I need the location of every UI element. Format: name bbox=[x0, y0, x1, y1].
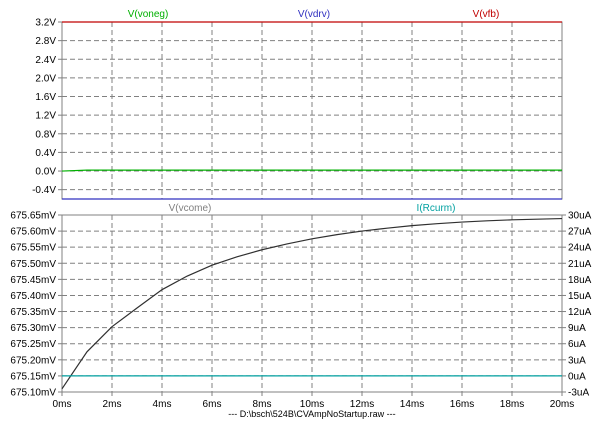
x-tick-label: 8ms bbox=[253, 399, 272, 410]
bottom-pane[interactable]: 675.65mV 675.60mV 675.55mV 675.50mV 675.45mV… bbox=[10, 203, 591, 399]
bottom-y-tick-label-left: 675.50mV bbox=[10, 259, 56, 270]
bottom-y-tick-label-right: 9uA bbox=[568, 323, 586, 334]
x-tick-label: 14ms bbox=[400, 399, 424, 410]
top-y-tick-label: 0.0V bbox=[35, 167, 56, 178]
trace-label-voneg[interactable]: V(voneg) bbox=[128, 9, 169, 20]
x-axis-ticks: 0ms 2ms 4ms 6ms 8ms 10ms 12ms 14ms 16ms 18ms 20ms bbox=[53, 392, 574, 410]
bottom-series bbox=[61, 217, 563, 390]
x-tick-label: 6ms bbox=[203, 399, 222, 410]
trace-label-vfb[interactable]: V(vfb) bbox=[473, 9, 500, 20]
bottom-y-tick-label-right: 27uA bbox=[568, 227, 592, 238]
raw-file-footer: --- D:\bsch\524B\CVAmpNoStartup.raw --- bbox=[228, 409, 395, 419]
x-tick-label: 12ms bbox=[350, 399, 374, 410]
top-y-tick-label: 1.2V bbox=[35, 111, 56, 122]
x-tick-label: 18ms bbox=[500, 399, 524, 410]
top-y-tick-label: 2.4V bbox=[35, 55, 56, 66]
bottom-y-tick-label-left: 675.45mV bbox=[10, 275, 56, 286]
top-y-tick-label: 2.0V bbox=[35, 73, 56, 84]
top-y-tick-label: 0.8V bbox=[35, 129, 56, 140]
bottom-y-tick-label-right: 3uA bbox=[568, 355, 586, 366]
bottom-y-tick-label-right: 0uA bbox=[568, 371, 586, 382]
bottom-y-tick-label-right: 6uA bbox=[568, 339, 586, 350]
trace-label-rcurm[interactable]: I(Rcurm) bbox=[417, 203, 456, 214]
x-tick-label: 0ms bbox=[53, 399, 72, 410]
bottom-y-tick-label-left: 675.60mV bbox=[10, 227, 56, 238]
bottom-y-tick-label-right: 21uA bbox=[568, 259, 592, 270]
bottom-y-tick-label-left: 675.15mV bbox=[10, 371, 56, 382]
bottom-y-ticks-right: 30uA 27uA 24uA 21uA 18uA 15uA 12uA 9uA 6uA 3uA 0uA… bbox=[562, 211, 592, 399]
top-y-ticks: 3.2V 2.8V 2.4V 2.0V 1.6V 1.2V 0.8V 0.4V 0.0V -0.4… bbox=[32, 18, 62, 196]
top-y-tick-label: -0.4V bbox=[32, 185, 56, 196]
bottom-series-line bbox=[61, 217, 563, 390]
bottom-y-tick-label-left: 675.65mV bbox=[10, 211, 56, 222]
top-y-tick-label: 3.2V bbox=[35, 18, 56, 29]
x-tick-label: 20ms bbox=[550, 399, 574, 410]
bottom-y-tick-label-right: 15uA bbox=[568, 291, 592, 302]
bottom-y-tick-label-left: 675.20mV bbox=[10, 355, 56, 366]
x-tick-label: 16ms bbox=[450, 399, 474, 410]
top-y-tick-label: 0.4V bbox=[35, 148, 56, 159]
top-pane[interactable]: 3.2V 2.8V 2.4V 2.0V 1.6V 1.2V 0.8V 0.4V 0.0V -0.4… bbox=[32, 9, 563, 200]
bottom-y-tick-label-left: 675.55mV bbox=[10, 243, 56, 254]
bottom-y-tick-label-left: 675.25mV bbox=[10, 339, 56, 350]
trace-label-vcome[interactable]: V(vcome) bbox=[169, 203, 212, 214]
bottom-y-tick-label-right: 30uA bbox=[568, 211, 592, 222]
bottom-y-tick-label-right: 18uA bbox=[568, 275, 592, 286]
bottom-y-tick-label-right: 12uA bbox=[568, 307, 592, 318]
bottom-y-ticks-left: 675.65mV 675.60mV 675.55mV 675.50mV 675.45mV… bbox=[10, 211, 62, 399]
top-series bbox=[61, 21, 562, 200]
top-series-line bbox=[61, 169, 562, 172]
bottom-y-tick-label-left: 675.10mV bbox=[10, 388, 56, 399]
bottom-y-tick-label-left: 675.35mV bbox=[10, 307, 56, 318]
bottom-y-tick-label-left: 675.40mV bbox=[10, 291, 56, 302]
bottom-y-tick-label-right: 24uA bbox=[568, 243, 592, 254]
top-y-tick-label: 2.8V bbox=[35, 36, 56, 47]
x-tick-label: 10ms bbox=[300, 399, 324, 410]
bottom-y-tick-label-left: 675.30mV bbox=[10, 323, 56, 334]
top-y-tick-label: 1.6V bbox=[35, 92, 56, 103]
bottom-y-tick-label-right: -3uA bbox=[568, 388, 589, 399]
trace-label-vdrv[interactable]: V(vdrv) bbox=[298, 9, 330, 20]
top-grid bbox=[62, 21, 562, 199]
x-tick-label: 2ms bbox=[103, 399, 122, 410]
x-tick-label: 4ms bbox=[153, 399, 172, 410]
